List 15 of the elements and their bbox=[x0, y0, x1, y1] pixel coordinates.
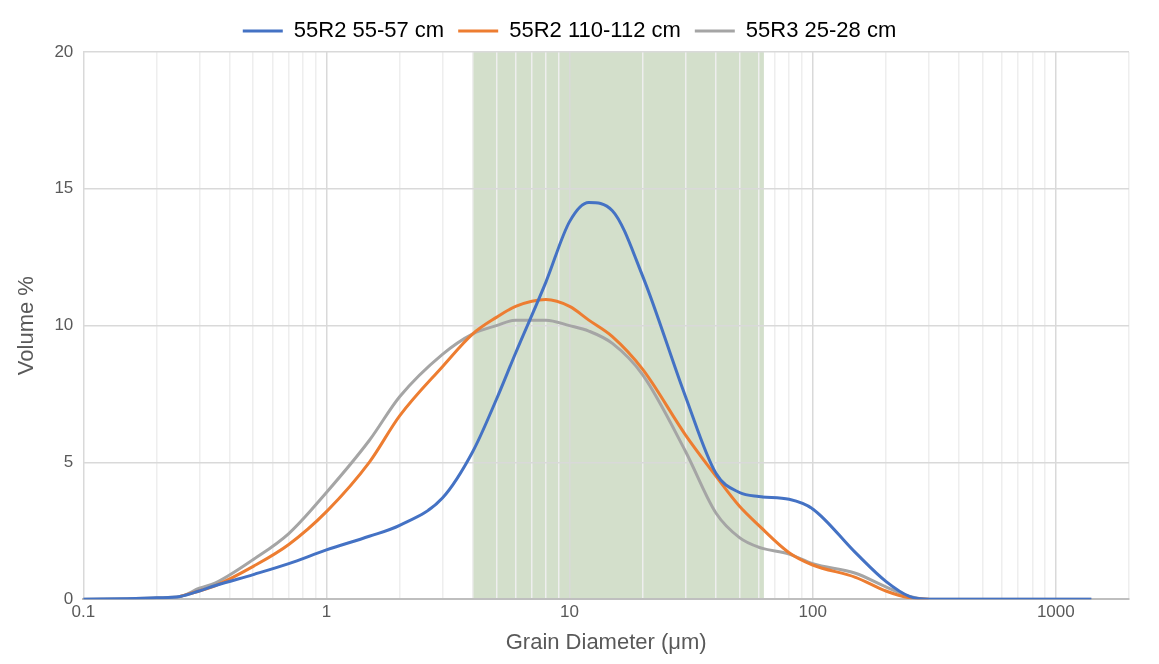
x-tick-label: 10 bbox=[560, 602, 580, 622]
y-tick-label: 0 bbox=[63, 588, 74, 608]
legend-label: 55R3 25-28 cm bbox=[745, 17, 897, 43]
y-tick-label: 15 bbox=[54, 178, 74, 198]
x-axis-title: Grain Diameter (μm) bbox=[505, 628, 707, 654]
y-tick-label: 5 bbox=[63, 452, 74, 472]
y-tick-label: 20 bbox=[54, 41, 74, 61]
legend-label: 55R2 110-112 cm bbox=[509, 17, 681, 43]
y-axis-title: Volume % bbox=[13, 276, 39, 376]
x-tick-label: 0.1 bbox=[71, 602, 96, 622]
legend-label: 55R2 55-57 cm bbox=[293, 17, 445, 43]
x-tick-label: 1 bbox=[321, 602, 332, 622]
x-tick-label: 1000 bbox=[1036, 602, 1075, 622]
x-tick-label: 100 bbox=[798, 602, 827, 622]
y-tick-label: 10 bbox=[54, 315, 74, 335]
